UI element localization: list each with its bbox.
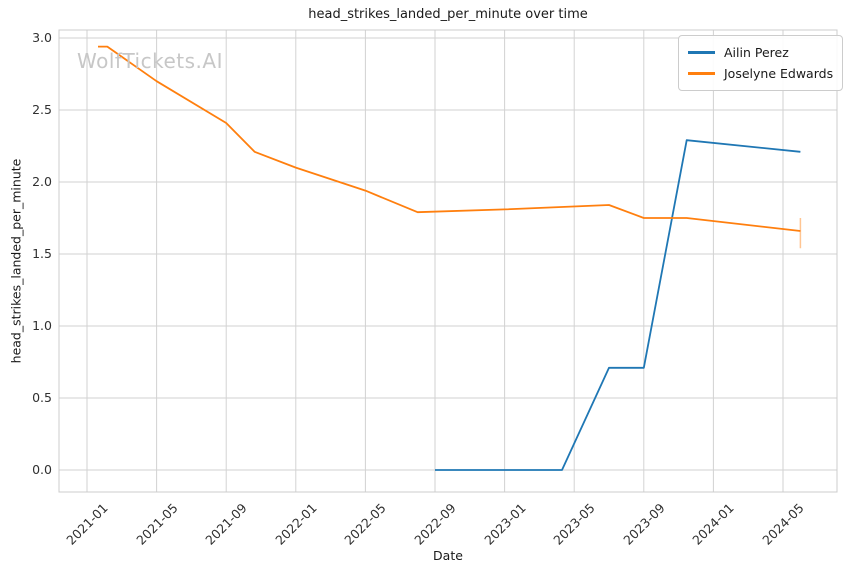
watermark: WolfTickets.AI: [77, 49, 223, 73]
y-tick-label: 1.0: [32, 318, 52, 333]
y-tick-label: 0.0: [32, 462, 52, 477]
legend-swatch-ailin-perez: [688, 51, 715, 54]
legend-label-joselyne-edwards: Joselyne Edwards: [724, 66, 834, 81]
legend-item-ailin-perez: Ailin Perez: [688, 42, 833, 63]
legend: Ailin Perez Joselyne Edwards: [678, 35, 844, 91]
plot-border: [58, 29, 838, 493]
series-line-ailin-perez: [435, 139, 801, 471]
x-axis-label: Date: [433, 548, 463, 563]
y-tick-label: 2.0: [32, 174, 52, 189]
chart-title: head_strikes_landed_per_minute over time: [308, 7, 588, 22]
legend-label-ailin-perez: Ailin Perez: [724, 45, 789, 60]
legend-item-joselyne-edwards: Joselyne Edwards: [688, 63, 833, 84]
series-line-joselyne-edwards: [98, 45, 801, 232]
y-tick-label: 1.5: [32, 246, 52, 261]
y-tick-label: 0.5: [32, 390, 52, 405]
y-tick-label: 3.0: [32, 30, 52, 45]
legend-swatch-joselyne-edwards: [688, 72, 715, 75]
y-tick-label: 2.5: [32, 102, 52, 117]
